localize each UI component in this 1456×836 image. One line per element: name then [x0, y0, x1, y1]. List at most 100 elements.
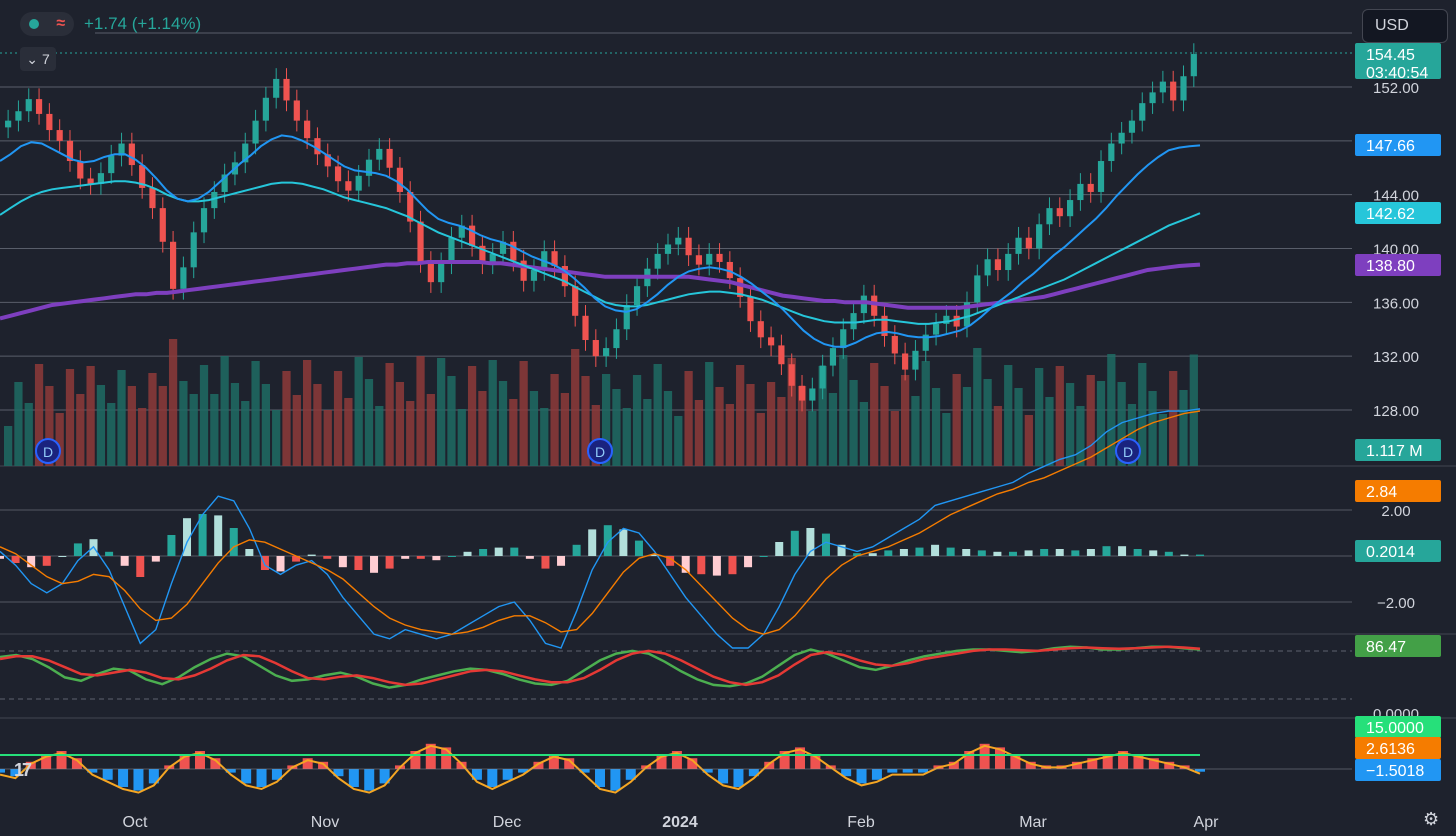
volume-bar — [1055, 366, 1064, 466]
volume-bar — [901, 375, 910, 466]
macd-histogram-bar — [634, 540, 643, 556]
y-tick-label: 132.00 — [1373, 349, 1419, 366]
volume-label-bg — [1355, 439, 1441, 461]
candle-body — [118, 143, 125, 156]
macd-histogram-bar — [899, 549, 908, 556]
candle-body — [726, 261, 733, 279]
candle-body — [169, 241, 177, 289]
macd-histogram-bar — [385, 556, 394, 569]
candle-body — [345, 181, 352, 191]
stoch-k-line — [0, 645, 1201, 689]
x-tick-label: Nov — [311, 814, 339, 831]
volume-bar — [282, 371, 291, 466]
osc-bar — [210, 758, 221, 769]
macd-histogram-bar — [557, 556, 566, 566]
volume-bar — [375, 406, 384, 466]
volume-bar — [560, 393, 570, 466]
osc-bar — [810, 754, 821, 769]
volume-bar — [880, 386, 889, 466]
candle-body — [561, 265, 568, 287]
candle-body — [912, 350, 919, 370]
volume-bar — [96, 385, 106, 466]
collapse-button[interactable]: ⌄ 7 — [20, 47, 56, 71]
macd-histogram-bar — [977, 550, 986, 556]
y-tick-label: 152.00 — [1373, 80, 1419, 97]
osc-signal-label-bg — [1355, 737, 1441, 759]
candle-body — [902, 353, 909, 370]
candle-body — [139, 165, 146, 188]
volume-bar — [1148, 391, 1157, 466]
volume-bar — [55, 413, 64, 466]
macd-histogram-bar — [260, 556, 269, 570]
volume-bar — [632, 375, 642, 466]
candle-body — [603, 348, 610, 357]
visibility-toggle[interactable]: ≈ — [20, 12, 74, 36]
osc-bar — [779, 751, 790, 769]
osc-bar — [964, 751, 975, 769]
osc-bar — [718, 769, 729, 784]
volume-bar — [241, 401, 250, 466]
candle-body — [262, 97, 269, 121]
candle-body — [943, 315, 950, 324]
candle-body — [180, 267, 187, 289]
volume-bar — [715, 387, 724, 466]
volume-bar — [993, 406, 1003, 466]
macd-histogram-bar — [307, 554, 316, 556]
osc-bar — [225, 769, 236, 773]
stoch-label: 86.47 — [1366, 639, 1406, 656]
volume-bar — [591, 405, 600, 466]
candle-body — [623, 305, 630, 330]
candle-body — [1118, 132, 1125, 144]
legend-header: ≈ +1.74 (+1.14%) — [20, 12, 201, 36]
volume-bar — [1138, 363, 1147, 466]
volume-bar — [602, 374, 611, 466]
osc-bar — [856, 769, 867, 784]
macd-histogram-bar — [105, 551, 114, 556]
candle-body — [994, 259, 1002, 271]
currency-select[interactable]: USD — [1362, 9, 1448, 43]
macd-histogram-bar — [1008, 551, 1017, 556]
macd-histogram-bar — [931, 544, 940, 556]
stoch-label-bg — [1355, 635, 1441, 657]
x-tick-label: Dec — [493, 814, 521, 831]
candle-body — [427, 261, 434, 283]
macd-histogram-bar — [1086, 549, 1095, 556]
macd-histogram-bar — [884, 550, 893, 556]
volume-bar — [14, 382, 23, 466]
dividend-label: D — [1123, 444, 1133, 460]
osc-bar — [595, 769, 605, 787]
candle-body — [46, 113, 53, 131]
volume-bar — [189, 394, 198, 466]
macd-hist-label-bg — [1355, 540, 1441, 562]
volume-bar — [973, 348, 982, 466]
volume-bar — [519, 361, 528, 466]
volume-bar — [323, 410, 332, 466]
macd-histogram-bar — [136, 556, 145, 577]
wave-icon: ≈ — [56, 15, 66, 32]
osc-value-label-bg — [1355, 759, 1441, 781]
volume-bar — [303, 360, 312, 466]
volume-bar — [478, 391, 487, 466]
volume-bar — [1096, 381, 1106, 466]
ma-fast-line — [0, 134, 1201, 348]
osc-bar — [887, 769, 898, 773]
ma-slow-label-bg — [1355, 254, 1441, 276]
osc-bar — [1133, 754, 1144, 769]
macd-hist-label: 0.2014 — [1366, 544, 1415, 561]
osc-bar — [564, 758, 575, 769]
candle-body — [695, 255, 703, 265]
macd-histogram-bar — [1118, 546, 1127, 556]
tradingview-logo[interactable]: 17 — [14, 760, 32, 780]
macd-histogram-bar — [728, 556, 737, 575]
volume-bar — [4, 426, 13, 466]
volume-bar — [942, 413, 951, 466]
volume-bar — [406, 401, 415, 466]
macd-histogram-bar — [183, 518, 192, 556]
candle-body — [97, 173, 105, 184]
candle-body — [963, 302, 971, 327]
volume-bar — [612, 389, 621, 466]
macd-histogram-bar — [120, 556, 129, 566]
osc-bar — [1087, 758, 1098, 769]
candle-body — [675, 237, 682, 245]
settings-icon[interactable]: ⚙ — [1423, 809, 1440, 829]
